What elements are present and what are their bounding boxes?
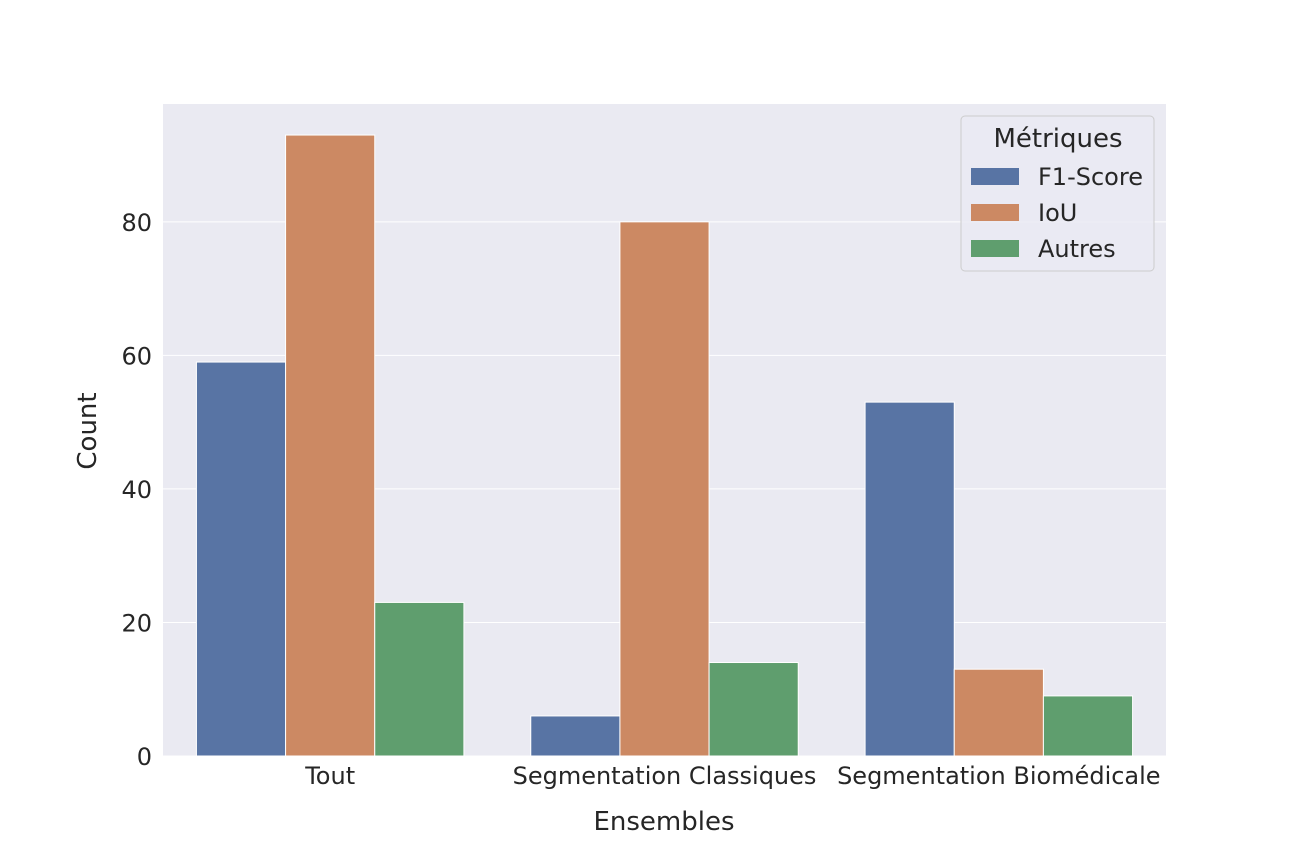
- legend-label: Autres: [1038, 235, 1116, 263]
- legend-swatch: [971, 240, 1019, 257]
- x-tick-label: Tout: [304, 762, 355, 790]
- bar-f1-score-1: [530, 715, 621, 757]
- bar-f1-score-0: [195, 361, 287, 757]
- legend-label: IoU: [1038, 199, 1077, 227]
- legend-swatch: [971, 204, 1019, 221]
- y-tick-label: 60: [121, 342, 152, 370]
- bar-iou-1: [619, 221, 710, 757]
- bar-autres-2: [1042, 695, 1134, 757]
- legend-frame: [960, 115, 1155, 272]
- x-tick-label: Segmentation Classiques: [513, 762, 817, 790]
- y-tick-label: 20: [121, 609, 152, 637]
- x-tick-labels: Tout Segmentation Classiques Segmentation …: [304, 762, 1160, 790]
- bar-f1-score-2: [864, 401, 955, 757]
- y-tick-label: 0: [137, 743, 152, 771]
- bar-iou-2: [953, 668, 1044, 757]
- y-axis-label: Count: [73, 392, 103, 469]
- bar-autres-0: [374, 601, 465, 757]
- legend: Métriques F1-Score IoU Autres: [960, 115, 1155, 272]
- y-tick-label: 40: [121, 476, 152, 504]
- y-tick-label: 80: [121, 209, 152, 237]
- bar-autres-1: [708, 662, 799, 757]
- legend-swatch: [971, 168, 1019, 185]
- legend-title: Métriques: [993, 124, 1122, 154]
- bar-iou-0: [285, 134, 376, 757]
- y-tick-labels: 0 20 40 60 80: [121, 209, 152, 771]
- x-axis-label: Ensembles: [593, 807, 734, 837]
- x-tick-label: Segmentation Biomédicale: [837, 762, 1161, 790]
- bars: [195, 134, 1134, 757]
- legend-label: F1-Score: [1038, 163, 1143, 191]
